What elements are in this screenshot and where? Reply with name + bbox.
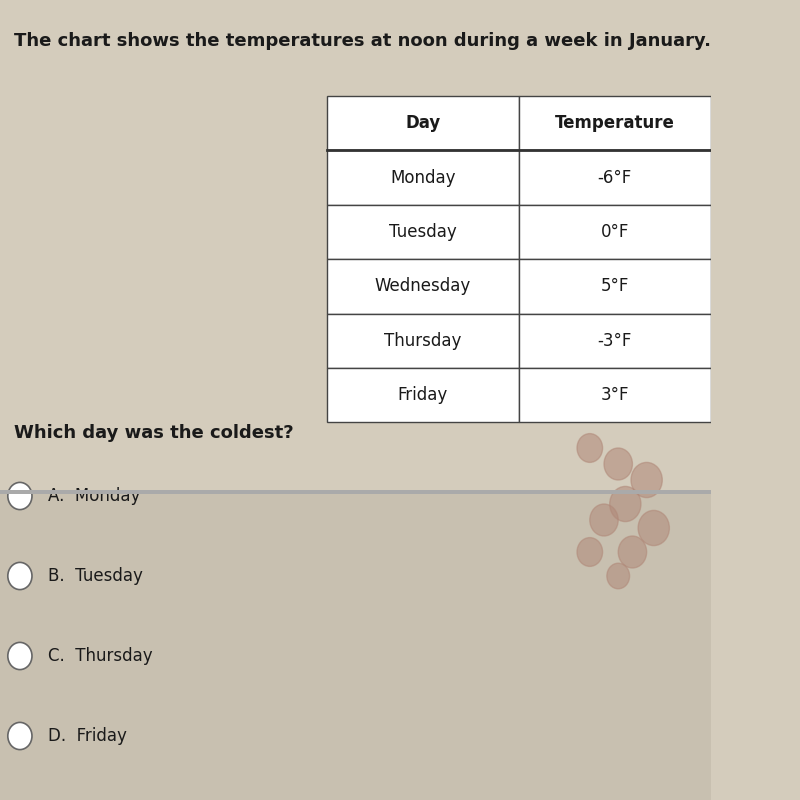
- Text: -3°F: -3°F: [598, 332, 632, 350]
- Circle shape: [590, 504, 618, 536]
- Circle shape: [8, 482, 32, 510]
- Bar: [518, 96, 710, 150]
- Bar: [327, 205, 518, 259]
- Circle shape: [8, 562, 32, 590]
- Bar: [327, 150, 518, 205]
- Bar: [0, 0, 710, 492]
- Text: Temperature: Temperature: [554, 114, 674, 132]
- Bar: [327, 314, 518, 368]
- Bar: [518, 150, 710, 205]
- Text: Wednesday: Wednesday: [374, 278, 471, 295]
- Text: Friday: Friday: [398, 386, 448, 404]
- Text: Day: Day: [405, 114, 441, 132]
- Bar: [518, 368, 710, 422]
- FancyBboxPatch shape: [0, 490, 710, 494]
- Circle shape: [631, 462, 662, 498]
- Text: D.  Friday: D. Friday: [48, 727, 127, 745]
- Text: A.  Monday: A. Monday: [48, 487, 141, 505]
- Bar: [327, 259, 518, 314]
- Text: Which day was the coldest?: Which day was the coldest?: [14, 424, 294, 442]
- Circle shape: [8, 642, 32, 670]
- Text: Thursday: Thursday: [384, 332, 462, 350]
- Bar: [327, 96, 518, 150]
- Text: 3°F: 3°F: [601, 386, 629, 404]
- Circle shape: [604, 448, 633, 480]
- Text: The chart shows the temperatures at noon during a week in January.: The chart shows the temperatures at noon…: [14, 32, 711, 50]
- Text: 0°F: 0°F: [601, 223, 629, 241]
- Circle shape: [638, 510, 670, 546]
- Text: 5°F: 5°F: [601, 278, 629, 295]
- Bar: [518, 205, 710, 259]
- Circle shape: [577, 434, 602, 462]
- Text: Monday: Monday: [390, 169, 455, 186]
- Bar: [327, 368, 518, 422]
- Circle shape: [8, 722, 32, 750]
- Bar: [518, 314, 710, 368]
- Circle shape: [610, 486, 641, 522]
- Text: -6°F: -6°F: [598, 169, 632, 186]
- Circle shape: [577, 538, 602, 566]
- Text: Tuesday: Tuesday: [389, 223, 457, 241]
- Text: B.  Tuesday: B. Tuesday: [48, 567, 143, 585]
- Circle shape: [618, 536, 646, 568]
- Text: C.  Thursday: C. Thursday: [48, 647, 153, 665]
- Bar: [0, 492, 710, 800]
- Bar: [518, 259, 710, 314]
- Circle shape: [607, 563, 630, 589]
